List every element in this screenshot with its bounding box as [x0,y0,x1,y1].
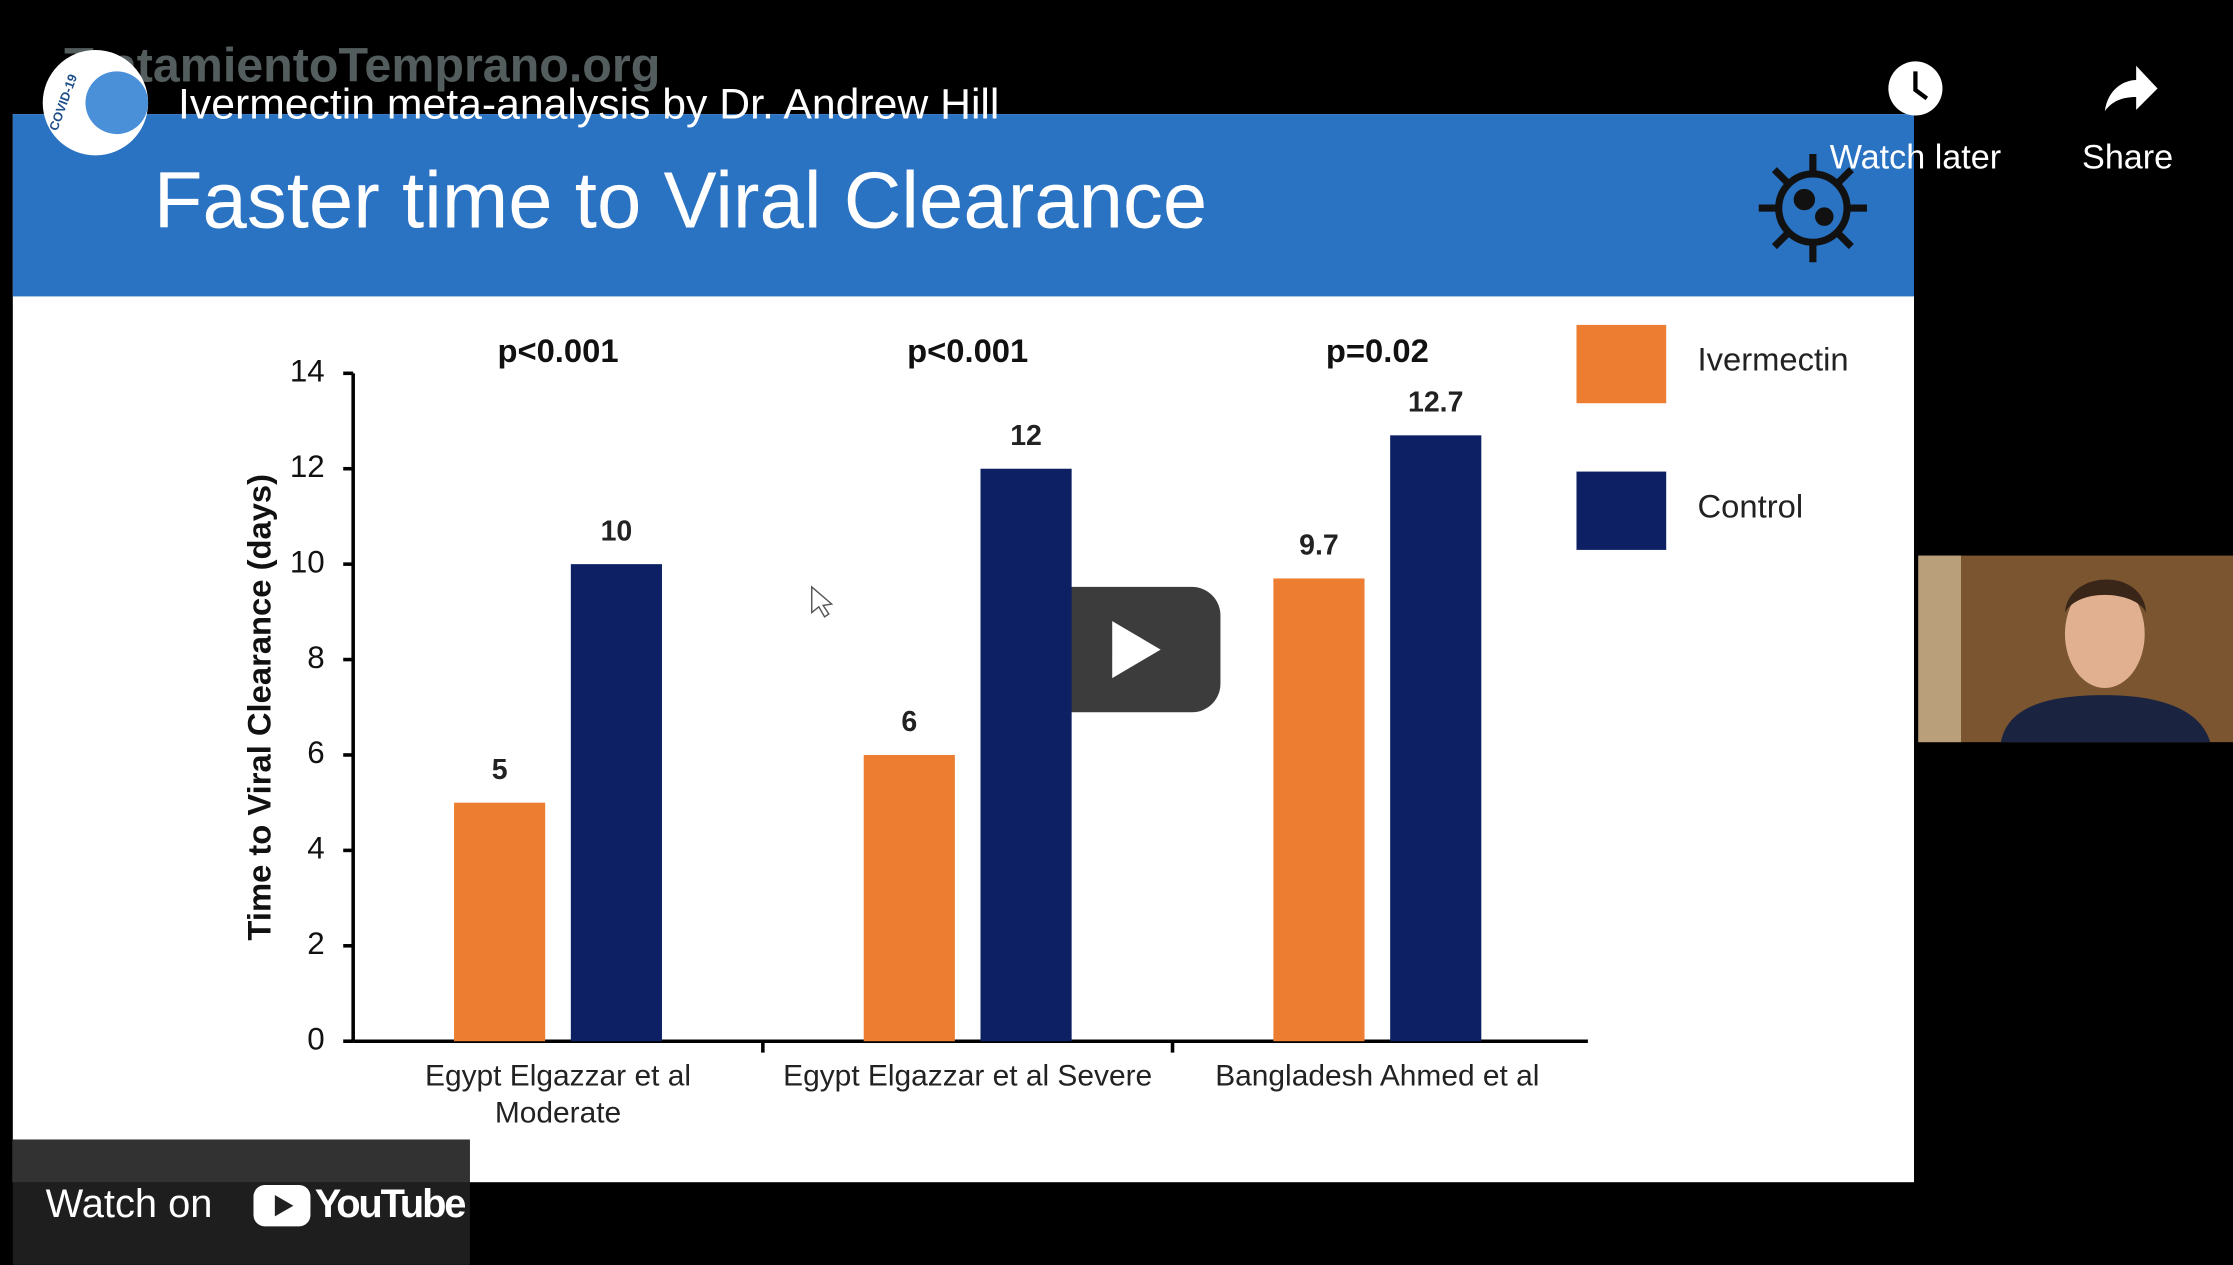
y-tick-label: 12 [290,449,325,484]
x-tick-label: Egypt Elgazzar et al Severe [768,1058,1167,1095]
data-label: 12 [1010,420,1042,452]
watch-on-label[interactable]: Watch on [46,1182,213,1226]
y-tick-label: 10 [290,544,325,579]
x-tick-label: Egypt Elgazzar et al Moderate [359,1058,758,1132]
slide-title: Faster time to Viral Clearance [154,156,1207,245]
legend-swatch [1576,472,1666,550]
bar [1273,578,1364,1041]
logo-clock[interactable] [85,71,148,134]
bar [1390,435,1481,1041]
data-label: 6 [901,706,917,738]
y-tick-label: 4 [307,831,324,866]
y-tick-label: 0 [307,1021,324,1056]
x-tick-label-box: Egypt Elgazzar et al Severe [768,1058,1167,1143]
annotation: p=0.02 [1326,332,1429,369]
watch-later-label[interactable]: Watch later [1830,139,2001,177]
data-label: 5 [492,754,508,786]
y-tick-label: 8 [307,640,324,675]
x-tick-label-box: Egypt Elgazzar et al Moderate [359,1058,758,1143]
page: Faster time to Viral Clearance Tratamien… [0,0,2233,1265]
bar [864,755,955,1041]
y-tick-label: 6 [307,735,324,770]
data-label: 9.7 [1299,530,1339,562]
legend-label: Control [1698,487,1804,524]
bar [454,803,545,1042]
channel-logo[interactable]: COVID-19 [43,50,148,155]
x-tick-label: Bangladesh Ahmed et al [1178,1058,1577,1095]
annotation: p<0.001 [497,332,618,369]
webcam-door [1918,556,1961,743]
annotation: p<0.001 [907,332,1028,369]
video-title[interactable]: Ivermectin meta-analysis by Dr. Andrew H… [178,80,999,128]
y-tick-label: 2 [307,926,324,961]
data-label: 10 [601,515,633,547]
y-tick-label: 14 [290,354,325,389]
video-embed: Faster time to Viral Clearance Tratamien… [0,0,2233,1265]
watch-on-youtube[interactable]: Watch on YouTube [13,1139,470,1264]
x-tick-label-box: Bangladesh Ahmed et al [1178,1058,1577,1143]
bar [571,564,662,1041]
y-axis-label: Time to Viral Clearance (days) [241,474,278,941]
legend-label: Ivermectin [1698,341,1849,378]
youtube-logo-text[interactable]: YouTube [315,1182,466,1226]
data-label: 12.7 [1408,387,1463,419]
bar [980,469,1071,1041]
legend-swatch [1576,325,1666,403]
share-label[interactable]: Share [2082,139,2173,177]
